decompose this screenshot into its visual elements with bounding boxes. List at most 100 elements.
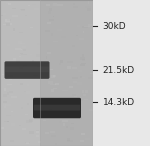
Bar [4, 121, 9, 122]
Bar [17, 90, 22, 91]
Bar [10, 140, 14, 141]
FancyBboxPatch shape [4, 61, 50, 79]
Bar [36, 135, 39, 137]
Bar [72, 106, 75, 107]
Bar [37, 43, 41, 45]
Bar [18, 41, 22, 44]
Bar [77, 25, 80, 27]
Bar [77, 82, 82, 85]
Bar [57, 4, 63, 6]
Bar [82, 26, 88, 28]
Bar [73, 3, 75, 5]
Bar [0, 0, 93, 146]
Bar [36, 130, 39, 131]
Bar [45, 62, 49, 64]
Bar [8, 75, 13, 77]
Bar [82, 54, 84, 57]
Bar [16, 60, 20, 63]
Bar [73, 6, 78, 8]
Bar [4, 106, 6, 108]
Bar [20, 43, 25, 44]
Bar [46, 50, 50, 52]
Bar [45, 44, 48, 47]
Bar [7, 92, 9, 95]
Bar [13, 31, 15, 32]
Bar [67, 61, 73, 62]
Bar [38, 111, 42, 114]
Bar [3, 101, 7, 103]
Bar [1, 15, 3, 16]
Bar [85, 6, 91, 8]
Bar [10, 23, 12, 25]
Bar [87, 8, 91, 11]
Bar [75, 114, 81, 117]
Bar [4, 88, 6, 91]
Bar [0, 127, 4, 129]
Bar [47, 22, 51, 24]
Bar [21, 9, 25, 11]
Bar [53, 75, 57, 77]
Bar [32, 60, 34, 62]
Bar [44, 74, 45, 75]
Bar [59, 63, 61, 65]
Bar [85, 90, 88, 93]
Bar [55, 143, 57, 145]
Bar [72, 45, 75, 47]
Bar [3, 13, 6, 15]
Bar [45, 132, 49, 134]
Bar [83, 94, 86, 97]
Bar [59, 121, 61, 123]
Bar [56, 110, 57, 113]
FancyBboxPatch shape [34, 105, 80, 111]
Bar [33, 75, 38, 76]
Bar [69, 86, 73, 88]
Bar [55, 82, 59, 85]
Bar [67, 66, 71, 69]
Bar [12, 15, 18, 17]
Bar [22, 46, 26, 48]
Bar [20, 83, 23, 85]
Bar [50, 69, 52, 70]
Bar [6, 2, 9, 4]
Bar [80, 57, 85, 60]
Bar [24, 91, 26, 92]
Bar [27, 84, 29, 86]
Bar [71, 123, 74, 124]
Bar [11, 111, 13, 112]
Bar [7, 121, 9, 122]
Bar [13, 28, 15, 31]
Bar [10, 94, 13, 95]
Bar [24, 66, 27, 69]
Bar [48, 74, 51, 75]
Bar [0, 0, 93, 146]
Bar [57, 29, 62, 31]
Bar [82, 59, 85, 61]
Bar [88, 77, 94, 79]
Bar [6, 115, 11, 116]
Bar [43, 99, 45, 101]
Bar [13, 58, 16, 60]
Bar [22, 128, 26, 130]
Bar [82, 92, 86, 94]
Bar [20, 9, 25, 10]
Bar [72, 67, 77, 69]
Bar [49, 19, 54, 21]
Bar [80, 106, 81, 109]
Bar [82, 90, 84, 93]
Bar [26, 91, 30, 94]
Bar [43, 120, 46, 121]
Bar [2, 74, 4, 75]
Bar [84, 99, 88, 100]
Bar [38, 141, 41, 143]
Bar [6, 86, 10, 88]
Bar [11, 96, 16, 98]
Bar [12, 8, 16, 9]
Bar [83, 31, 84, 33]
Bar [49, 8, 52, 11]
Bar [72, 77, 78, 79]
Bar [50, 84, 56, 85]
Bar [19, 56, 21, 57]
Bar [11, 124, 15, 126]
Bar [40, 0, 93, 146]
Bar [26, 120, 32, 123]
